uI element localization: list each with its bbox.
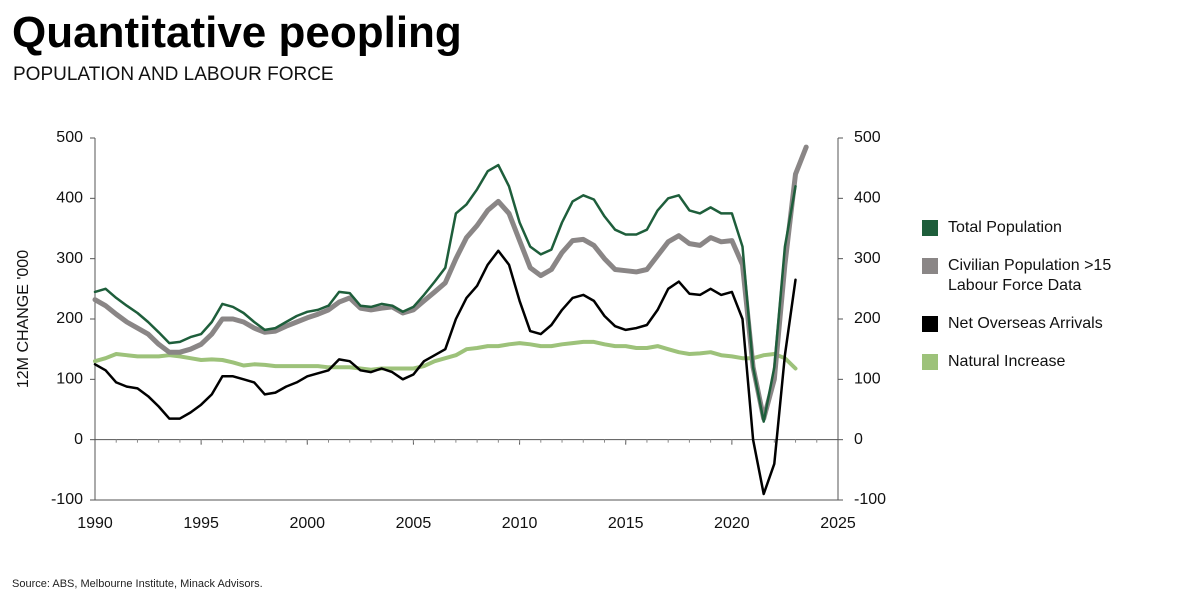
legend-label: Natural Increase <box>948 353 1066 370</box>
y2-tick-label: 0 <box>854 431 863 448</box>
x-tick-label: 2005 <box>396 515 432 532</box>
legend-swatch <box>922 354 938 370</box>
x-tick-label: 2025 <box>820 515 856 532</box>
legend-swatch <box>922 220 938 236</box>
y2-tick-label: 200 <box>854 310 881 327</box>
series-line <box>93 163 797 423</box>
x-tick-label: 2010 <box>502 515 538 532</box>
series-line <box>93 339 798 372</box>
legend-label: Net Overseas Arrivals <box>948 315 1103 332</box>
chart-subtitle: POPULATION AND LABOUR FORCE <box>13 64 334 85</box>
y-tick-label: 200 <box>56 310 83 327</box>
chart-title: Quantitative peopling <box>12 8 462 57</box>
series-line <box>92 144 809 422</box>
series-line <box>93 249 797 496</box>
x-tick-label: 1995 <box>183 515 219 532</box>
legend-swatch <box>922 258 938 274</box>
legend-item: Natural Increase <box>922 352 1162 372</box>
y2-tick-label: -100 <box>854 491 886 508</box>
y-tick-label: 0 <box>74 431 83 448</box>
legend-label: Total Population <box>948 219 1062 236</box>
source-note: Source: ABS, Melbourne Institute, Minack… <box>12 578 263 590</box>
y-axis-label: 12M CHANGE '000 <box>15 250 32 388</box>
y-tick-label: 300 <box>56 250 83 267</box>
legend-label: Civilian Population >15 Labour Force Dat… <box>948 257 1112 294</box>
x-tick-label: 1990 <box>77 515 113 532</box>
y-tick-label: 400 <box>56 190 83 207</box>
y-tick-label: 500 <box>56 129 83 146</box>
legend-item: Civilian Population >15 Labour Force Dat… <box>922 256 1162 296</box>
legend-item: Net Overseas Arrivals <box>922 314 1162 334</box>
legend-item: Total Population <box>922 218 1162 238</box>
x-tick-label: 2015 <box>608 515 644 532</box>
legend: Total Population Civilian Population >15 … <box>922 218 1162 390</box>
legend-swatch <box>922 316 938 332</box>
y2-tick-label: 500 <box>854 129 881 146</box>
y2-tick-label: 100 <box>854 371 881 388</box>
y-tick-label: 100 <box>56 371 83 388</box>
x-tick-label: 2020 <box>714 515 750 532</box>
y2-tick-label: 300 <box>854 250 881 267</box>
x-tick-label: 2000 <box>289 515 325 532</box>
y-tick-label: -100 <box>51 491 83 508</box>
y2-tick-label: 400 <box>854 190 881 207</box>
